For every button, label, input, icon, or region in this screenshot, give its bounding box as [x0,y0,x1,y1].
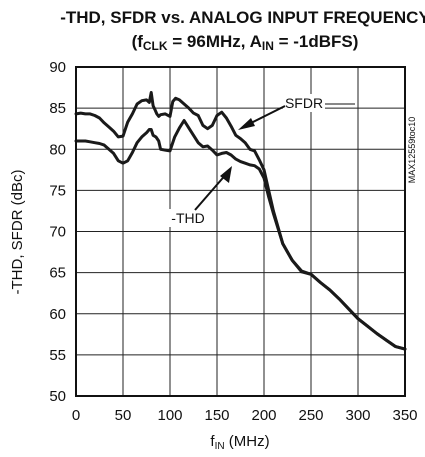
y-tick-label: 70 [49,224,66,241]
x-tick-label: 200 [251,407,276,424]
y-tick-label: 50 [49,388,66,405]
y-tick-label: 75 [49,182,66,199]
y-tick-label: 85 [49,100,66,117]
x-label-rest: (MHz) [225,433,270,450]
tick-labels: 0 50 100 150 200 250 300 350 50 55 60 65 70 75 80 85 90 [49,59,417,424]
series-lines [74,91,407,351]
x-tick-label: 50 [115,407,132,424]
x-tick-label: 350 [392,407,417,424]
chart-title-line-1: -THD, SFDR vs. ANALOG INPUT FREQUENCY [60,8,425,27]
thd-arrowhead [220,166,232,183]
x-tick-label: 100 [157,407,182,424]
thd-series-line [74,119,407,351]
y-axis-label: -THD, SFDR (dBc) [9,170,26,295]
title-open: (f [132,32,144,51]
x-axis-label: fIN (MHz) [210,433,269,452]
sfdr-label: SFDR [285,95,323,111]
x-tick-label: 150 [204,407,229,424]
thd-label-backdrop [168,209,208,227]
y-tick-label: 55 [49,347,66,364]
x-label-subscript: IN [215,441,225,452]
y-tick-label: 80 [49,141,66,158]
annotations: SFDR -THD [168,94,355,227]
x-tick-label: 0 [72,407,80,424]
x-tick-label: 300 [345,407,370,424]
title-clk-subscript: CLK [143,39,168,53]
thd-arrow-shaft [194,171,229,211]
title-mid: = 96MHz, A [168,32,262,51]
grid [75,66,406,397]
sfdr-arrowhead [238,118,255,130]
title-close: = -1dBFS) [274,32,359,51]
y-tick-label: 65 [49,265,66,282]
chart-title-line-2: (fCLK = 96MHz, AIN = -1dBFS) [132,32,359,53]
x-tick-label: 250 [298,407,323,424]
sfdr-label-backdrop [283,94,325,112]
sfdr-series-line [74,91,407,351]
thd-label: -THD [171,210,204,226]
plot-frame [75,66,406,397]
x-label-base: f [210,433,215,450]
y-tick-label: 90 [49,59,66,76]
title-in-subscript: IN [262,39,274,53]
y-tick-label: 60 [49,306,66,323]
figure-code: MAX12559toc10 [407,117,417,184]
